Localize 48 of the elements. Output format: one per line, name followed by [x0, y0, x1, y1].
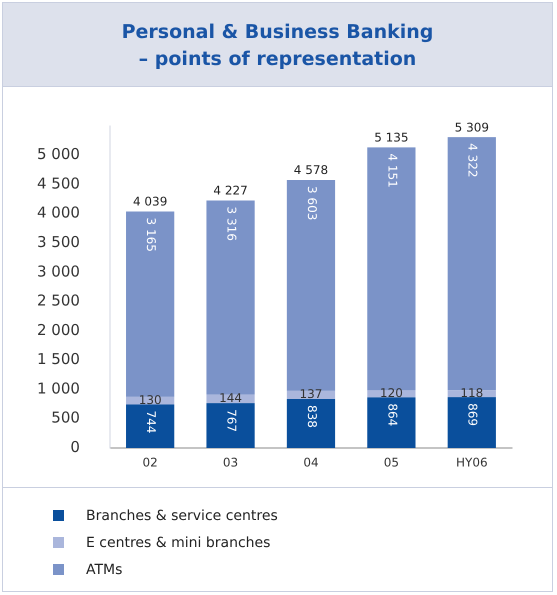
total-label: 5 135 — [374, 130, 409, 144]
legend-label: E centres & mini branches — [86, 534, 270, 550]
x-tick-label: 03 — [222, 455, 238, 470]
data-label: 137 — [300, 387, 322, 402]
y-tick-label: 0 — [70, 438, 80, 456]
data-label: 838 — [304, 404, 319, 428]
y-tick-label: 500 — [51, 408, 80, 427]
data-label: 3 316 — [224, 206, 238, 241]
chart-title: Personal & Business Banking – points of representation — [3, 3, 552, 87]
x-tick-label: HY06 — [456, 455, 488, 470]
y-tick-label: 1 000 — [36, 379, 80, 398]
total-label: 4 039 — [132, 194, 168, 209]
y-tick-label: 1 500 — [36, 350, 80, 368]
total-label: 4 227 — [213, 184, 248, 198]
data-label: 3 165 — [144, 218, 158, 252]
data-label: 864 — [385, 403, 400, 426]
y-tick-label: 4 000 — [36, 204, 80, 222]
bar — [367, 397, 416, 448]
x-tick-label: 04 — [303, 455, 319, 470]
y-tick-label: 2 500 — [36, 292, 80, 310]
total-label: 4 578 — [294, 163, 328, 178]
y-tick-label: 3 500 — [36, 232, 80, 251]
data-label: 744 — [144, 410, 158, 434]
data-label: 767 — [224, 409, 238, 432]
bar — [286, 180, 336, 391]
bar — [206, 403, 255, 448]
data-label: 3 603 — [304, 186, 319, 220]
bar — [206, 200, 255, 395]
data-label: 4 151 — [385, 153, 400, 188]
bar — [448, 397, 496, 448]
y-tick-label: 2 000 — [36, 320, 80, 339]
data-label: 118 — [460, 386, 484, 400]
y-tick-label: 5 000 — [36, 145, 80, 164]
bar — [126, 404, 174, 448]
legend-label: ATMs — [86, 562, 122, 578]
y-tick-label: 3 000 — [36, 262, 80, 280]
legend-label: Branches & service centres — [86, 508, 278, 524]
x-tick-label: 05 — [384, 455, 400, 470]
bar — [286, 398, 336, 448]
y-tick-label: 4 500 — [36, 174, 80, 192]
x-tick-label: 02 — [142, 455, 158, 470]
data-label: 130 — [138, 392, 162, 407]
data-label: 4 322 — [466, 143, 480, 178]
data-label: 869 — [466, 403, 480, 426]
total-label: 5 309 — [454, 120, 489, 134]
data-label: 120 — [380, 386, 403, 400]
data-label: 144 — [219, 391, 242, 406]
bar — [126, 212, 174, 397]
